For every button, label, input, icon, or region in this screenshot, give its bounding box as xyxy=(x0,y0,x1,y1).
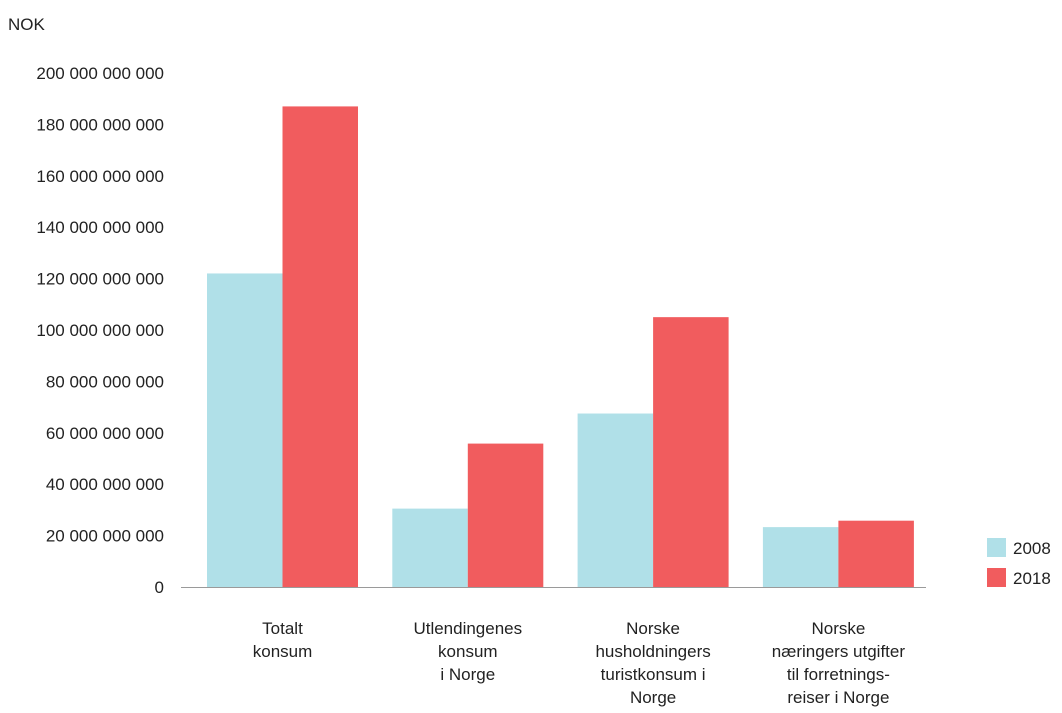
y-tick-label: 80 000 000 000 xyxy=(46,372,164,391)
bars xyxy=(207,106,914,587)
x-tick-label-line: næringers utgifter xyxy=(772,642,906,661)
x-tick-label-line: Norske xyxy=(626,619,680,638)
x-tick-label-line: til forretnings- xyxy=(787,665,890,684)
legend-swatch-2018 xyxy=(987,568,1006,587)
y-tick-label: 20 000 000 000 xyxy=(46,527,164,546)
x-tick-label-line: husholdningers xyxy=(595,642,710,661)
y-axis-ticks: 0 20 000 000 000 40 000 000 000 60 000 000 … xyxy=(36,64,164,597)
y-tick-label: 60 000 000 000 xyxy=(46,424,164,443)
bar-2018-category-4 xyxy=(838,520,914,587)
y-tick-label: 200 000 000 000 xyxy=(36,64,164,83)
x-tick-label-line: konsum xyxy=(438,642,498,661)
x-tick-label-line: Norge xyxy=(630,688,676,707)
x-tick-label-line: konsum xyxy=(253,642,313,661)
y-tick-label: 160 000 000 000 xyxy=(36,167,164,186)
bar-2018-category-3 xyxy=(653,317,729,587)
x-tick-label-line: Totalt xyxy=(262,619,303,638)
x-tick-label: Utlendingenes konsum i Norge xyxy=(413,619,522,684)
legend-label-2018: 2018 xyxy=(1013,569,1051,588)
x-tick-label-line: turistkonsum i xyxy=(601,665,706,684)
y-tick-label: 140 000 000 000 xyxy=(36,218,164,237)
legend: 2008 2018 xyxy=(987,538,1051,588)
y-tick-label: 180 000 000 000 xyxy=(36,115,164,134)
bar-2008-category-1 xyxy=(207,273,283,587)
x-axis-ticks: Totalt konsum Utlendingenes konsum i Norge No… xyxy=(253,619,906,707)
x-tick-label: Totalt konsum xyxy=(253,619,313,661)
y-tick-label: 40 000 000 000 xyxy=(46,475,164,494)
x-tick-label: Norske husholdningers turistkonsum i Norge xyxy=(595,619,710,707)
x-tick-label-line: Utlendingenes xyxy=(413,619,522,638)
y-tick-label: 0 xyxy=(155,578,164,597)
x-tick-label-line: i Norge xyxy=(440,665,495,684)
y-axis-unit-label: NOK xyxy=(8,15,46,34)
legend-label-2008: 2008 xyxy=(1013,539,1051,558)
bar-2008-category-2 xyxy=(392,508,468,587)
legend-swatch-2008 xyxy=(987,538,1006,557)
bar-2018-category-2 xyxy=(467,443,544,587)
x-tick-label: Norske næringers utgifter til forretnings-… xyxy=(772,619,906,707)
bar-2008-category-4 xyxy=(762,527,839,587)
bar-2018-category-1 xyxy=(282,106,358,587)
y-tick-label: 100 000 000 000 xyxy=(36,321,164,340)
bar-2008-category-3 xyxy=(577,413,654,587)
y-tick-label: 120 000 000 000 xyxy=(36,270,164,289)
x-tick-label-line: Norske xyxy=(811,619,865,638)
x-tick-label-line: reiser i Norge xyxy=(787,688,889,707)
